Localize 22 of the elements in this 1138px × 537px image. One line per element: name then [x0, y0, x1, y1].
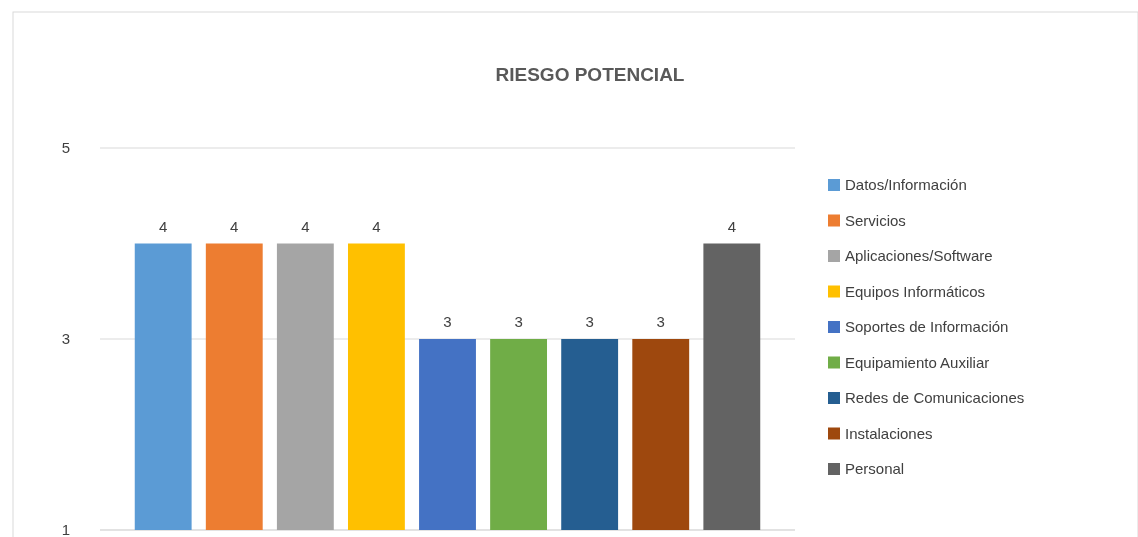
data-label: 3 — [585, 313, 594, 330]
legend-label: Equipos Informáticos — [845, 282, 986, 300]
data-label: 3 — [656, 313, 665, 330]
y-tick-label: 5 — [61, 139, 70, 157]
legend-label: Equipamiento Auxiliar — [845, 353, 990, 371]
y-tick-label: 1 — [61, 521, 70, 537]
data-label: 3 — [443, 313, 452, 330]
y-tick-label: 3 — [61, 330, 70, 348]
legend-label: Servicios — [845, 211, 906, 229]
legend-label: Personal — [845, 460, 905, 478]
data-label: 3 — [514, 313, 523, 330]
chart-title: RIESGO POTENCIAL — [495, 64, 685, 85]
legend-label: Datos/Información — [845, 176, 967, 194]
legend-label: Aplicaciones/Software — [845, 247, 993, 265]
data-label: 4 — [727, 217, 736, 235]
legend-label: Soportes de Información — [845, 318, 1009, 336]
data-label: 4 — [159, 217, 168, 235]
legend-label: Instalaciones — [845, 424, 933, 442]
data-label: 4 — [372, 217, 381, 235]
data-label: 4 — [301, 217, 310, 235]
data-label: 4 — [230, 217, 239, 235]
legend-label: Redes de Comunicaciones — [845, 389, 1025, 407]
